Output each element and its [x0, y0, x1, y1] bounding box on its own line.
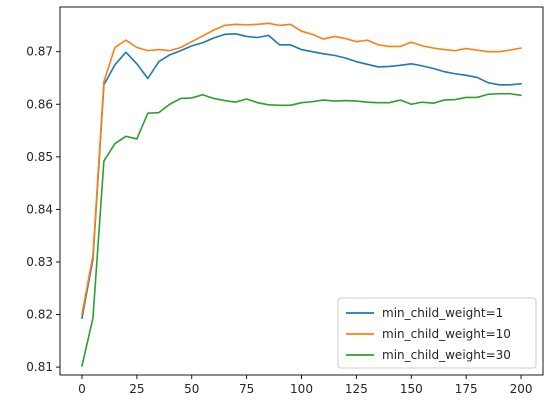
- legend: min_child_weight=1 min_child_weight=10min…: [337, 297, 537, 369]
- y-tick-label: 0.84: [26, 202, 53, 216]
- y-tick-label: 0.86: [26, 97, 53, 111]
- x-tick-label: 0: [78, 382, 86, 396]
- legend-label-2: min_child_weight=10: [382, 327, 511, 341]
- legend-label-1: min_child_weight=1: [382, 306, 503, 320]
- x-axis-ticks: 0 25 50 75 100 125 150 175 200: [78, 375, 532, 396]
- x-tick-label: 200: [510, 382, 533, 396]
- y-axis-ticks: 0.81 0.82 0.83 0.84 0.85 0.86 0.87: [26, 45, 60, 374]
- x-tick-label: 125: [345, 382, 368, 396]
- y-tick-label: 0.81: [26, 360, 53, 374]
- series-line-3: [81, 92, 522, 367]
- series-lines: [81, 22, 522, 367]
- x-tick-label: 100: [290, 382, 313, 396]
- y-tick-label: 0.83: [26, 255, 53, 269]
- y-tick-label: 0.82: [26, 308, 53, 322]
- series-line-1: [81, 33, 522, 320]
- x-tick-label: 25: [129, 382, 144, 396]
- x-tick-label: 175: [455, 382, 478, 396]
- y-tick-label: 0.87: [26, 45, 53, 59]
- x-tick-label: 150: [400, 382, 423, 396]
- series-line-2: [81, 22, 522, 316]
- x-tick-label: 50: [184, 382, 199, 396]
- legend-box: [337, 297, 537, 369]
- legend-label-3: min_child_weight=30: [382, 348, 511, 362]
- y-tick-label: 0.85: [26, 150, 53, 164]
- x-tick-label: 75: [239, 382, 254, 396]
